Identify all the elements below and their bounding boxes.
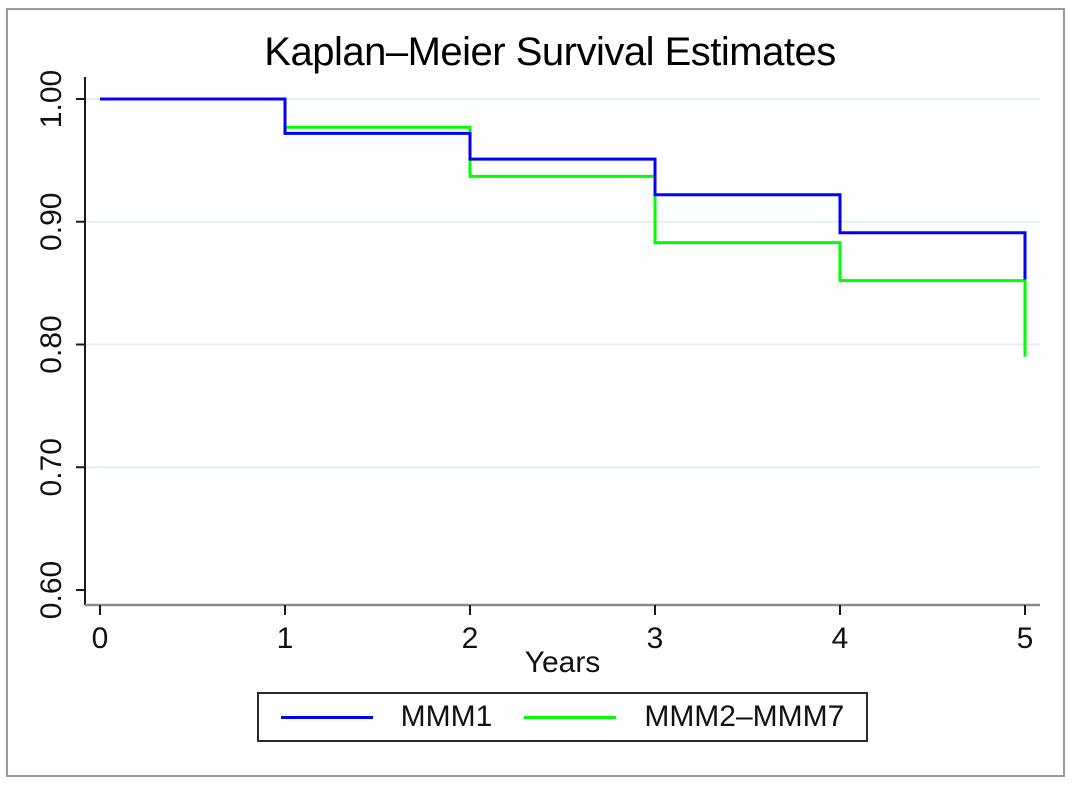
x-tick-label-4: 4 (832, 622, 849, 655)
x-tick-label-1: 1 (277, 622, 294, 655)
legend-label-mmm1: MMM1 (400, 700, 493, 733)
y-tick-label-0.7: 0.70 (35, 438, 68, 496)
y-tick-label-0.6: 0.60 (35, 561, 68, 619)
x-tick-label-5: 5 (1017, 622, 1034, 655)
y-tick-label-1: 1.00 (35, 70, 68, 128)
x-tick-label-3: 3 (647, 622, 664, 655)
survival-curve-mmm2-mmm7 (100, 97, 1027, 357)
legend-label-mmm2-mmm7: MMM2–MMM7 (644, 700, 845, 733)
x-axis-title: Years (524, 646, 601, 679)
legend-line-swatch-mmm1 (280, 715, 373, 719)
survival-curve-mmm1 (100, 97, 1027, 280)
y-tick-label-0.8: 0.80 (35, 315, 68, 373)
legend-row: MMM1 MMM2–MMM7 (85, 692, 1040, 742)
x-tick-label-2: 2 (462, 622, 479, 655)
legend-item-mmm1: MMM1 (280, 700, 493, 733)
legend-line-swatch-mmm2-mmm7 (524, 715, 617, 719)
legend-box: MMM1 MMM2–MMM7 (256, 692, 869, 742)
chart-title: Kaplan–Meier Survival Estimates (264, 30, 836, 74)
y-tick-label-0.9: 0.90 (35, 193, 68, 251)
x-tick-label-0: 0 (92, 622, 109, 655)
legend-item-mmm2-mmm7: MMM2–MMM7 (524, 702, 844, 732)
